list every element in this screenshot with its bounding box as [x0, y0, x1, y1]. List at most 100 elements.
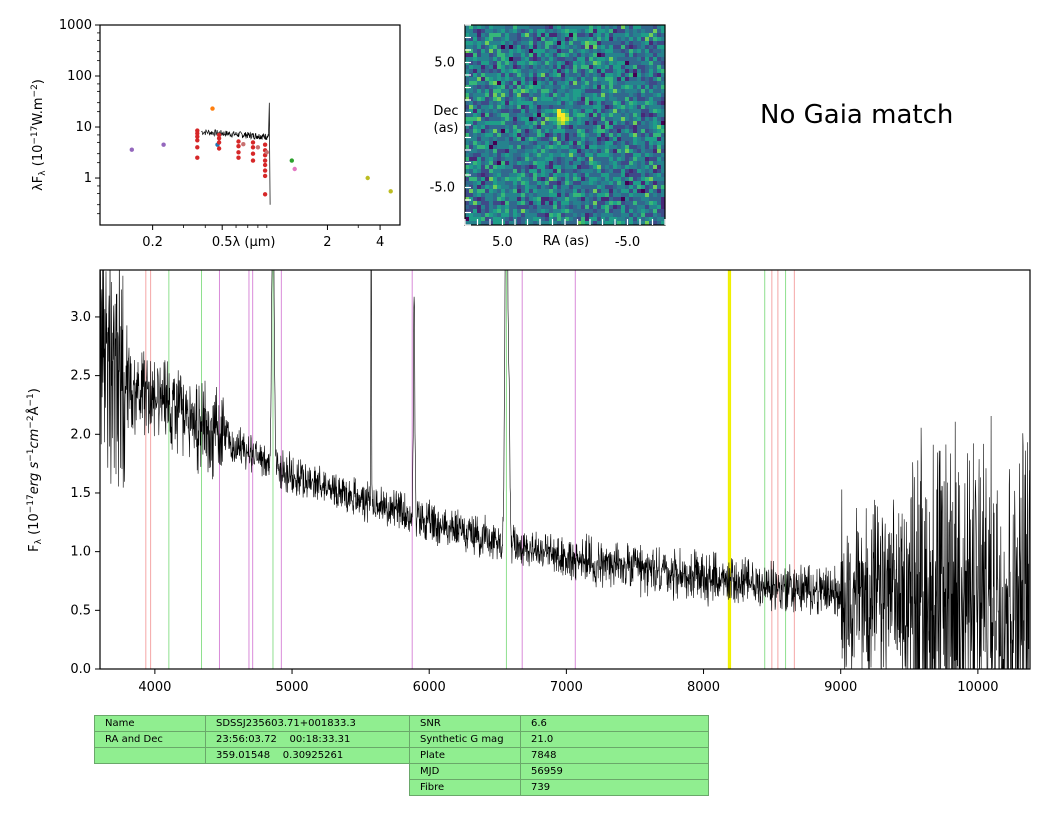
cutout-pixel — [565, 105, 570, 110]
cutout-pixel — [633, 185, 638, 190]
cutout-pixel — [565, 197, 570, 202]
cutout-pixel — [637, 125, 642, 130]
cutout-pixel — [485, 97, 490, 102]
cutout-pixel — [469, 141, 474, 146]
cutout-pixel — [557, 93, 562, 98]
cutout-pixel — [593, 193, 598, 198]
cutout-pixel — [621, 197, 626, 202]
cutout-pixel — [653, 157, 658, 162]
cutout-pixel — [617, 137, 622, 142]
cutout-pixel — [597, 157, 602, 162]
cutout-pixel — [497, 93, 502, 98]
cutout-pixel — [581, 77, 586, 82]
cutout-pixel — [505, 57, 510, 62]
cutout-pixel — [549, 133, 554, 138]
cutout-pixel — [489, 81, 494, 86]
cutout-pixel — [509, 153, 514, 158]
cutout-pixel — [601, 217, 606, 222]
cutout-pixel — [649, 205, 654, 210]
cutout-pixel — [561, 57, 566, 62]
cutout-pixel — [481, 205, 486, 210]
cutout-pixel — [621, 209, 626, 214]
cutout-pixel — [577, 209, 582, 214]
cutout-pixel — [465, 217, 470, 222]
cutout-pixel — [517, 165, 522, 170]
cutout-pixel — [657, 181, 662, 186]
cutout-pixel — [533, 137, 538, 142]
cutout-pixel — [625, 133, 630, 138]
cutout-pixel — [521, 125, 526, 130]
cutout-pixel — [581, 37, 586, 42]
cutout-pixel — [565, 169, 570, 174]
cutout-pixel — [605, 181, 610, 186]
cutout-pixel — [633, 93, 638, 98]
cutout-pixel — [577, 181, 582, 186]
cutout-pixel — [497, 37, 502, 42]
cutout-pixel — [465, 81, 470, 86]
cutout-pixel — [501, 157, 506, 162]
cutout-pixel — [557, 201, 562, 206]
cutout-pixel — [637, 145, 642, 150]
cutout-pixel — [469, 145, 474, 150]
cutout-pixel — [561, 153, 566, 158]
cutout-pixel — [533, 33, 538, 38]
cutout-pixel — [597, 173, 602, 178]
cutout-pixel — [601, 189, 606, 194]
cutout-pixel — [581, 153, 586, 158]
cutout-pixel — [589, 129, 594, 134]
cutout-pixel — [645, 217, 650, 222]
cutout-pixel — [489, 49, 494, 54]
cutout-pixel — [585, 25, 590, 30]
cutout-pixel — [553, 77, 558, 82]
cutout-pixel — [633, 145, 638, 150]
cutout-pixel — [513, 209, 518, 214]
cutout-pixel — [605, 93, 610, 98]
cutout-pixel — [513, 57, 518, 62]
cutout-pixel — [549, 125, 554, 130]
cutout-pixel — [617, 205, 622, 210]
cutout-pixel — [477, 145, 482, 150]
cutout-pixel — [645, 105, 650, 110]
cutout-pixel — [653, 69, 658, 74]
cutout-pixel — [525, 153, 530, 158]
cutout-pixel — [545, 113, 550, 118]
cutout-pixel — [473, 185, 478, 190]
cutout-pixel — [489, 189, 494, 194]
cutout-pixel — [633, 73, 638, 78]
cutout-pixel — [637, 177, 642, 182]
cutout-pixel — [525, 149, 530, 154]
cutout-pixel — [505, 101, 510, 106]
cutout-pixel — [569, 89, 574, 94]
cutout-pixel — [469, 213, 474, 218]
cutout-pixel — [617, 53, 622, 58]
cutout-pixel — [481, 201, 486, 206]
cutout-pixel — [573, 69, 578, 74]
observation-info-value-3: 56959 — [520, 763, 709, 780]
cutout-pixel — [609, 85, 614, 90]
cutout-pixel — [569, 157, 574, 162]
cutout-pixel — [561, 205, 566, 210]
cutout-pixel — [641, 181, 646, 186]
cutout-pixel — [549, 149, 554, 154]
cutout-pixel — [481, 185, 486, 190]
cutout-pixel — [533, 201, 538, 206]
cutout-pixel — [589, 185, 594, 190]
cutout-pixel — [525, 177, 530, 182]
cutout-pixel — [537, 125, 542, 130]
cutout-pixel — [649, 153, 654, 158]
cutout-pixel — [601, 85, 606, 90]
cutout-pixel — [561, 45, 566, 50]
cutout-pixel — [649, 197, 654, 202]
cutout-pixel — [537, 49, 542, 54]
cutout-pixel — [541, 41, 546, 46]
cutout-pixel — [625, 89, 630, 94]
cutout-pixel — [513, 145, 518, 150]
cutout-pixel — [481, 213, 486, 218]
cutout-pixel — [485, 77, 490, 82]
cutout-pixel — [573, 205, 578, 210]
cutout-pixel — [533, 41, 538, 46]
cutout-pixel — [529, 85, 534, 90]
cutout-pixel — [477, 85, 482, 90]
cutout-pixel — [637, 49, 642, 54]
cutout-pixel — [537, 61, 542, 66]
